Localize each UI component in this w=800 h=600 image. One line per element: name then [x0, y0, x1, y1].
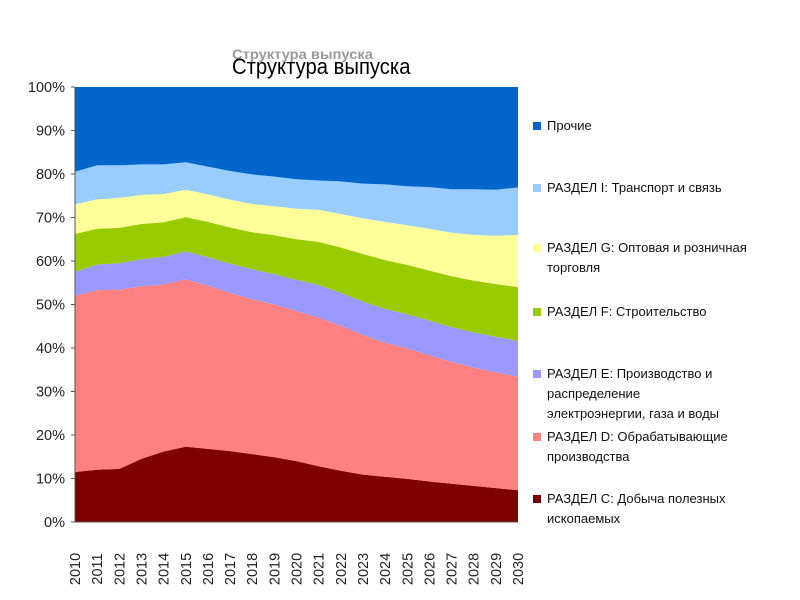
area-series-4 [75, 189, 518, 288]
x-tick-label: 2013 [134, 553, 150, 585]
chart-title-shadow: Структура выпуска [232, 46, 373, 62]
legend-label: РАЗДЕЛ E: Производство и [547, 366, 713, 381]
y-tick-label: 20% [36, 428, 65, 444]
legend-swatch [533, 184, 541, 192]
area-layers [75, 87, 518, 522]
x-axis: 2010 2011 2012 2013 2014 2015 2016 2017 2018 2019… [68, 521, 527, 585]
y-tick-label: 60% [36, 254, 65, 270]
x-tick-label: 2024 [378, 553, 394, 585]
x-tick-label: 2017 [223, 553, 239, 585]
chart-title: Структура выпуска [232, 54, 411, 79]
x-tick-label: 2012 [112, 553, 128, 585]
y-axis: 0% 10% 20% 30% 40% 50% 60% 70% 80% 90% 100% [28, 80, 76, 531]
y-tick-label: 30% [36, 385, 65, 401]
y-tick-label: 0% [44, 515, 65, 531]
legend-label: РАЗДЕЛ I: Транспорт и связь [547, 180, 722, 195]
area-series-0 [75, 446, 518, 522]
x-tick-label: 2022 [334, 553, 350, 585]
legend-label: РАЗДЕЛ F: Строительство [547, 304, 707, 319]
x-tick-label: 2011 [90, 553, 106, 584]
x-tick-label: 2021 [312, 553, 328, 585]
area-series-6 [75, 87, 518, 190]
x-tick-label: 2028 [467, 553, 483, 585]
x-tick-label: 2020 [290, 553, 306, 585]
y-tick-label: 50% [36, 298, 65, 314]
y-tick-label: 80% [36, 167, 65, 183]
legend-label: РАЗДЕЛ C: Добыча полезных [547, 491, 726, 506]
legend-item: РАЗДЕЛ F: Строительство [533, 302, 797, 322]
legend-swatch [533, 122, 541, 130]
y-tick-label: 70% [36, 211, 65, 227]
legend-label: Прочие [547, 118, 592, 133]
legend-label: торговля [547, 260, 601, 275]
legend-label: РАЗДЕЛ G: Оптовая и розничная [547, 240, 747, 255]
legend-swatch [533, 370, 541, 378]
x-tick-label: 2025 [400, 553, 416, 585]
y-tick-label: 10% [36, 472, 65, 488]
legend-label: электроэнергии, газа и воды [547, 406, 720, 421]
legend-item: РАЗДЕЛ G: Оптовая и розничная торговля [533, 238, 797, 278]
legend-item: РАЗДЕЛ E: Производство и распределение эле… [533, 364, 797, 424]
area-series-5 [75, 162, 518, 236]
y-tick-label: 100% [28, 80, 65, 96]
legend-label: распределение [547, 386, 641, 401]
area-series-2 [75, 251, 518, 377]
area-series-1 [75, 279, 518, 491]
x-tick-label: 2027 [445, 553, 461, 585]
legend-item: РАЗДЕЛ D: Обрабатывающие производства [533, 427, 797, 467]
area-series-3 [75, 217, 518, 341]
x-tick-label: 2018 [245, 553, 261, 585]
legend-swatch [533, 308, 541, 316]
x-tick-label: 2026 [422, 553, 438, 585]
y-tick-label: 90% [36, 124, 65, 140]
legend-label: ископаемых [547, 511, 621, 526]
x-tick-label: 2030 [511, 553, 527, 585]
legend-item: РАЗДЕЛ I: Транспорт и связь [533, 178, 797, 198]
x-tick-label: 2014 [157, 553, 173, 585]
x-tick-label: 2019 [267, 553, 283, 585]
legend-swatch [533, 495, 541, 503]
legend-swatch [533, 433, 541, 441]
legend-item: РАЗДЕЛ C: Добыча полезных ископаемых [533, 489, 797, 529]
y-tick-label: 40% [36, 341, 65, 357]
x-tick-label: 2023 [356, 553, 372, 585]
x-tick-label: 2029 [489, 553, 505, 585]
legend-swatch [533, 244, 541, 252]
x-tick-label: 2010 [68, 553, 84, 585]
x-tick-label: 2016 [201, 553, 217, 585]
legend-item: Прочие [533, 116, 797, 136]
legend-label: производства [547, 449, 630, 464]
legend-label: РАЗДЕЛ D: Обрабатывающие [547, 429, 728, 444]
x-tick-label: 2015 [179, 553, 195, 585]
